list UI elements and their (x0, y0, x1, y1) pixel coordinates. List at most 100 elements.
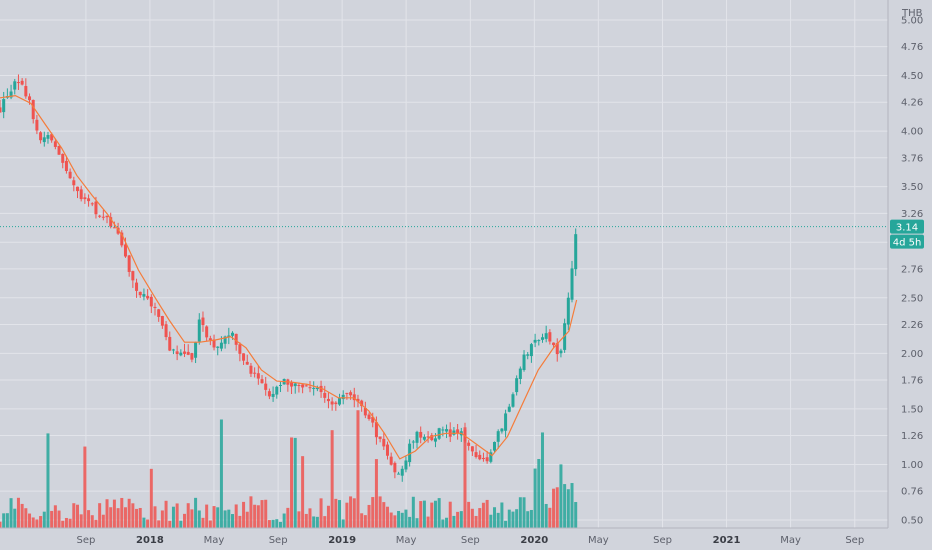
last-price-text: 3.14 (896, 223, 918, 234)
volume-bar (20, 503, 24, 528)
candle-body (16, 82, 20, 84)
volume-bar (470, 508, 474, 528)
volume-bar (526, 511, 530, 528)
volume-bar (275, 519, 279, 528)
volume-bar (389, 512, 393, 528)
candle-body (430, 435, 434, 441)
volume-bar (46, 433, 50, 528)
volume-bar (175, 503, 179, 528)
volume-bar (290, 437, 294, 528)
volume-bar (183, 513, 187, 528)
candle-body (168, 336, 172, 351)
volume-bar (94, 519, 98, 528)
candle-body (548, 332, 552, 342)
y-tick-label: 2.76 (901, 264, 923, 275)
volume-bar (441, 519, 445, 528)
candle-body (179, 352, 183, 356)
candle-body (79, 189, 83, 200)
volume-bar (426, 516, 430, 528)
candle-body (352, 394, 356, 401)
volume-bar (234, 504, 238, 528)
candle-body (552, 342, 556, 346)
candle-body (164, 324, 168, 338)
candle-body (419, 431, 423, 438)
volume-bar (109, 507, 113, 528)
candle-body (422, 436, 426, 440)
candle-body (345, 392, 349, 394)
volume-bar (179, 520, 183, 528)
candle-body (529, 344, 533, 357)
candle-body (138, 291, 142, 296)
candle-body (13, 81, 17, 90)
candle-body (230, 332, 234, 336)
volume-bar (98, 503, 102, 528)
volume-bar (13, 508, 17, 528)
candle-body (537, 340, 541, 342)
candle-body (57, 145, 61, 155)
candle-body (397, 473, 401, 475)
volume-bar (334, 498, 338, 528)
x-tick-label: May (588, 535, 609, 546)
volume-bar (544, 503, 548, 528)
volume-bar (330, 430, 334, 528)
volume-bar (485, 499, 489, 528)
volume-bar (164, 500, 168, 528)
candle-body (404, 460, 408, 470)
volume-bar (227, 509, 231, 528)
candle-body (242, 353, 246, 361)
volume-bar (430, 502, 434, 528)
volume-bar (529, 509, 533, 528)
volume-bar (153, 506, 157, 528)
volume-bar (286, 507, 290, 528)
volume-bar (371, 497, 375, 528)
volume-bar (194, 497, 198, 528)
candle-body (112, 227, 116, 229)
x-tick-label: Sep (845, 535, 864, 546)
candle-body (574, 234, 578, 270)
moving-average (0, 94, 578, 460)
candle-body (570, 268, 574, 300)
volume-bar (238, 515, 242, 528)
candle-body (275, 386, 279, 395)
volume-bar (459, 511, 463, 528)
volume-bar (393, 515, 397, 528)
candle-body (28, 96, 32, 101)
volume-bar (378, 496, 382, 528)
candle-body (205, 326, 209, 338)
x-tick-label: 2019 (328, 535, 356, 546)
candle-body (485, 457, 489, 462)
volume-bar (101, 514, 105, 528)
candle-body (87, 198, 91, 202)
volume-bar (504, 520, 508, 528)
volume-bar (127, 498, 131, 528)
candle-body (53, 141, 57, 147)
candle-body (0, 107, 2, 113)
volume-bar (301, 456, 305, 528)
candle-body (493, 441, 497, 451)
candle-body (408, 443, 412, 463)
candle-body (160, 316, 164, 326)
volume-bar (24, 508, 28, 528)
candle-body (219, 342, 223, 349)
candle-body (201, 317, 205, 326)
volume-bar (540, 432, 544, 528)
volume-bar (323, 516, 327, 528)
volume-bar (171, 506, 175, 528)
y-tick-label: 0.50 (901, 516, 923, 527)
volume-bar (230, 514, 234, 528)
volume-bar (116, 508, 120, 528)
candle-body (208, 338, 212, 341)
volume-bar (278, 521, 282, 528)
y-tick-label: 1.00 (901, 460, 923, 471)
x-tick-label: Sep (653, 535, 672, 546)
volume-bar (385, 506, 389, 528)
volume-bar (304, 513, 308, 528)
volume-bar (345, 502, 349, 528)
candle-body (253, 372, 257, 374)
candle-body (109, 217, 113, 227)
volume-bar (216, 507, 220, 528)
candle-body (297, 385, 301, 387)
volume-bar (467, 501, 471, 528)
